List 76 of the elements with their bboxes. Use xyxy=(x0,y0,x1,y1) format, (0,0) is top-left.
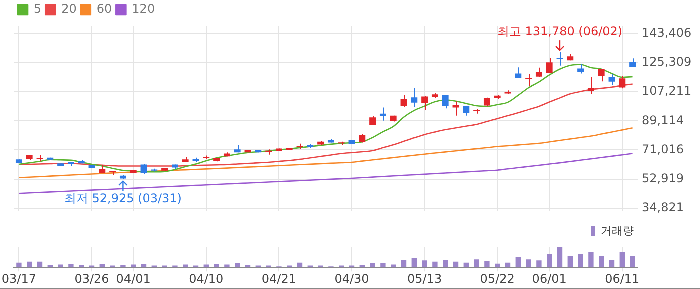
bar xyxy=(557,247,563,268)
line-series xyxy=(18,64,634,173)
bar xyxy=(120,265,126,268)
bar xyxy=(443,260,448,268)
bar xyxy=(68,264,74,268)
bar xyxy=(235,263,240,268)
y-tick-label: 34,821 xyxy=(642,200,684,215)
annotation: 최고 131,780 (06/02) xyxy=(497,24,623,39)
legend-label: 60 xyxy=(96,2,112,16)
y-tick-label: 52,919 xyxy=(642,171,684,186)
bar xyxy=(609,260,615,268)
bar xyxy=(422,260,428,268)
bar xyxy=(27,262,32,268)
x-tick-label: 04/21 xyxy=(262,272,296,286)
annotation: 최저 52,925 (03/31) xyxy=(64,191,182,206)
bar xyxy=(495,264,500,268)
candlestick xyxy=(68,162,74,167)
candlestick xyxy=(110,171,116,176)
bar xyxy=(568,256,573,268)
x-tick-label: 03/17 xyxy=(2,272,36,286)
bar xyxy=(578,254,584,268)
bar xyxy=(453,262,459,268)
bar xyxy=(131,264,136,268)
legend-label: 거래량 xyxy=(601,224,634,238)
bar xyxy=(547,254,552,268)
bar xyxy=(183,264,188,268)
bar xyxy=(505,262,511,268)
line-series xyxy=(18,127,634,179)
candlestick xyxy=(630,58,636,68)
y-tick-label: 71,016 xyxy=(642,142,684,156)
x-tick-label: 03/26 xyxy=(74,272,110,286)
bar xyxy=(214,264,220,268)
bar xyxy=(204,264,209,268)
bar xyxy=(16,262,22,268)
bar xyxy=(474,260,480,268)
x-tick-label: 06/11 xyxy=(605,272,640,286)
bar xyxy=(516,257,521,268)
y-tick-label: 107,211 xyxy=(642,84,692,98)
bar xyxy=(484,261,490,268)
candlestick xyxy=(58,163,64,166)
line-series xyxy=(18,153,634,194)
x-tick-label: 06/01 xyxy=(532,272,567,286)
legend-label: 120 xyxy=(132,2,156,16)
candlestick xyxy=(286,148,293,150)
bar xyxy=(380,263,386,268)
y-tick-label: 125,309 xyxy=(642,55,692,70)
bar xyxy=(37,262,43,268)
candlestick xyxy=(411,87,418,108)
bar xyxy=(620,252,625,268)
candlestick xyxy=(203,155,210,160)
bar xyxy=(526,260,532,268)
legend-label: 5 xyxy=(34,2,42,16)
bar xyxy=(401,260,407,268)
bar xyxy=(370,263,376,268)
candlestick xyxy=(432,92,438,99)
bar xyxy=(536,260,542,268)
bar xyxy=(588,252,594,268)
bar xyxy=(599,256,604,268)
y-tick-label: 89,114 xyxy=(642,113,684,128)
bar xyxy=(464,262,469,268)
bar xyxy=(58,264,64,268)
x-tick-label: 04/01 xyxy=(116,272,151,286)
bar xyxy=(297,262,303,268)
candlestick xyxy=(26,154,33,161)
bar xyxy=(412,258,417,268)
legend-label: 20 xyxy=(62,2,77,16)
y-tick-label: 143,406 xyxy=(642,26,692,40)
bar xyxy=(630,256,636,268)
x-tick-label: 04/10 xyxy=(189,272,224,286)
bar xyxy=(391,264,396,268)
bar xyxy=(224,264,230,268)
x-tick-label: 05/13 xyxy=(408,272,442,286)
x-tick-label: 04/30 xyxy=(334,272,370,286)
bar xyxy=(432,262,438,268)
x-tick-label: 05/22 xyxy=(480,272,515,286)
candlestick xyxy=(99,164,106,174)
